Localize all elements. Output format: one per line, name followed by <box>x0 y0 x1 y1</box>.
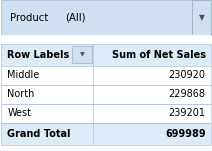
Text: Product: Product <box>10 13 48 22</box>
Text: ▼: ▼ <box>80 52 85 57</box>
Bar <box>72 46 92 63</box>
Bar <box>1 66 93 85</box>
Text: ▼: ▼ <box>199 13 205 22</box>
Bar <box>1 123 93 145</box>
Text: 230920: 230920 <box>169 70 206 80</box>
Bar <box>93 104 211 123</box>
Bar <box>1 123 93 145</box>
Bar <box>1 0 211 35</box>
Bar <box>93 44 211 66</box>
Text: North: North <box>7 89 35 99</box>
Bar <box>93 123 211 145</box>
Bar <box>192 0 211 35</box>
Bar <box>1 44 93 66</box>
Text: 229868: 229868 <box>169 89 206 99</box>
Bar <box>93 44 211 66</box>
Bar <box>1 104 93 123</box>
Text: 699989: 699989 <box>165 129 206 139</box>
Text: Grand Total: Grand Total <box>7 129 71 139</box>
Bar <box>1 0 211 35</box>
Text: Row Labels: Row Labels <box>7 50 70 60</box>
Text: 239201: 239201 <box>169 108 206 118</box>
Text: West: West <box>7 108 31 118</box>
Bar <box>1 85 93 104</box>
Bar <box>1 35 211 44</box>
Text: Sum of Net Sales: Sum of Net Sales <box>112 50 206 60</box>
Bar <box>93 66 211 85</box>
Text: Middle: Middle <box>7 70 40 80</box>
Text: (All): (All) <box>65 13 85 22</box>
Bar <box>93 123 211 145</box>
Bar <box>1 44 93 66</box>
Bar <box>93 85 211 104</box>
